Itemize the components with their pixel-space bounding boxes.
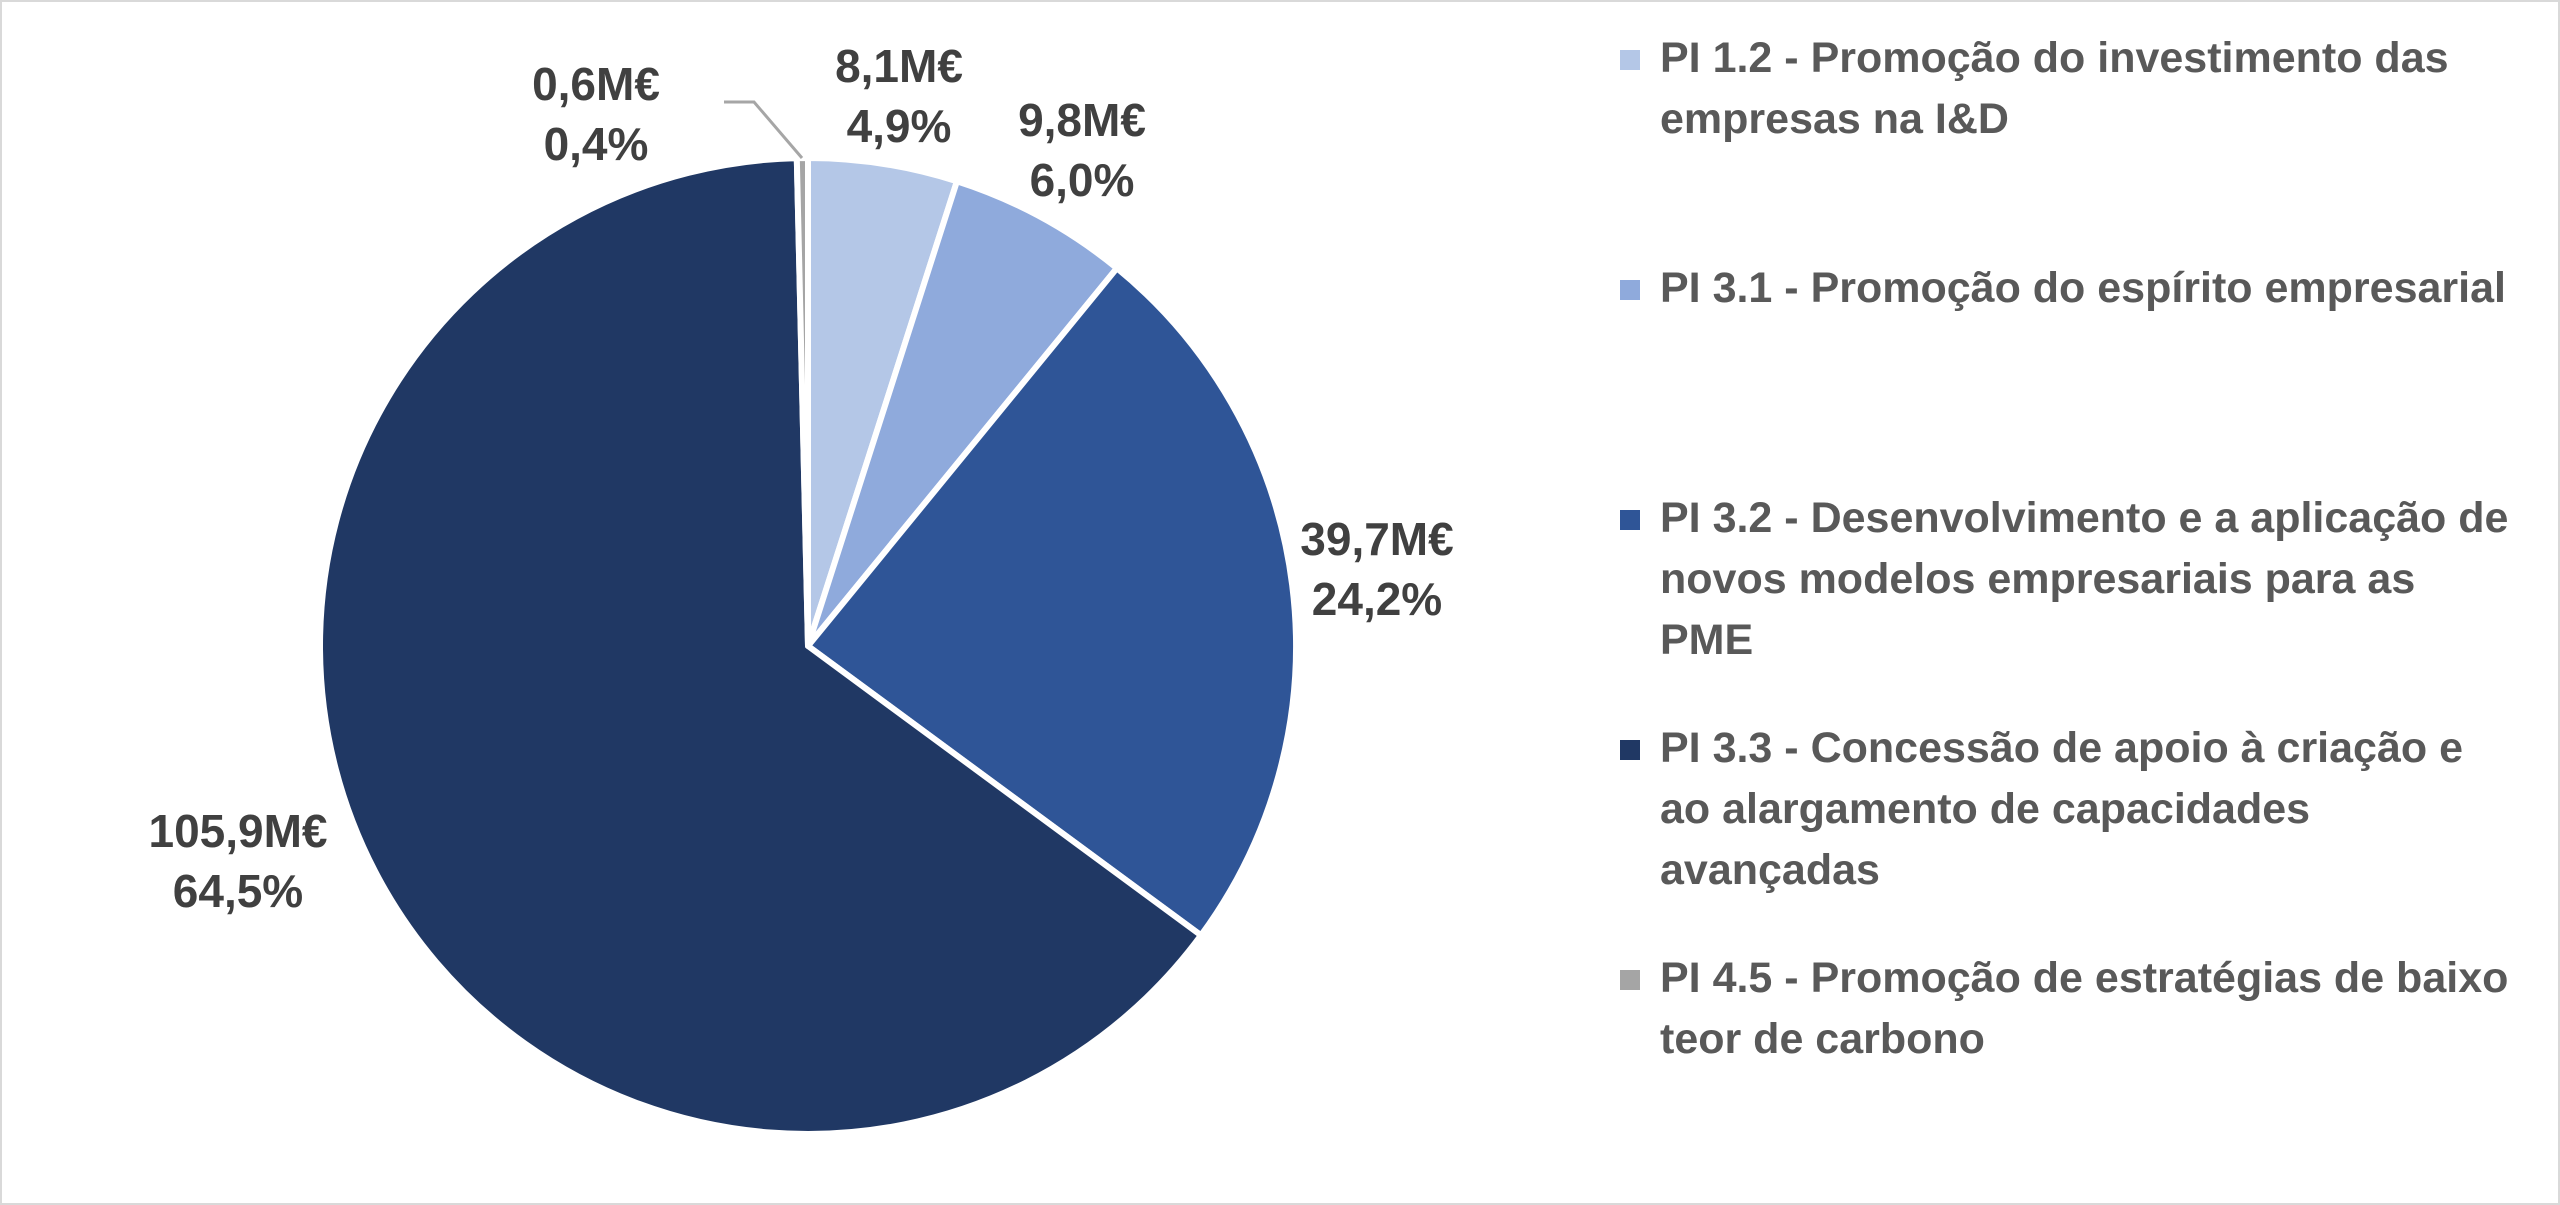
percent-label: 0,4% [543, 118, 649, 170]
pie-slice-pi-3-3 [317, 155, 1204, 1137]
legend-swatch [1620, 280, 1640, 300]
pie-slice-pi-3-2 [805, 265, 1299, 939]
legend-label: PI 3.1 - Promoção do espírito empresaria… [1660, 264, 2506, 312]
data-label-pi-3-3: 105,9M€ 64,5% [78, 801, 398, 921]
percent-label: 24,2% [1311, 573, 1443, 625]
value-label: 0,6M€ [532, 58, 660, 110]
pie-slice-pi-3-1 [805, 178, 1120, 649]
legend-label: PI 3.3 - Concessão de apoio à criação e … [1660, 724, 2463, 894]
legend-label: PI 4.5 - Promoção de estratégias de baix… [1660, 954, 2509, 1063]
percent-label: 6,0% [1029, 154, 1135, 206]
pie-slice-pi-4-5 [793, 155, 811, 649]
value-label: 9,8M€ [1018, 94, 1146, 146]
value-label: 39,7M€ [1300, 513, 1454, 565]
percent-label: 64,5% [172, 865, 304, 917]
data-label-pi-3-1: 9,8M€ 6,0% [922, 90, 1242, 210]
data-label-pi-1-2: 8,1M€ 4,9% [739, 36, 1059, 156]
value-label: 105,9M€ [148, 805, 328, 857]
legend-swatch [1620, 50, 1640, 70]
value-label: 8,1M€ [835, 40, 963, 92]
percent-label: 4,9% [846, 100, 952, 152]
legend-label: PI 1.2 - Promoção do investimento das em… [1660, 34, 2449, 143]
leader-line [724, 100, 804, 159]
data-label-pi-4-5: 0,6M€ 0,4% [436, 54, 756, 174]
legend-swatch [1620, 510, 1640, 530]
pie-slices [317, 155, 1299, 1137]
legend-swatch [1620, 740, 1640, 760]
data-label-pi-3-2: 39,7M€ 24,2% [1217, 509, 1537, 629]
legend-label: PI 3.2 - Desenvolvimento e a aplicação d… [1660, 494, 2509, 664]
legend-swatch [1620, 970, 1640, 990]
